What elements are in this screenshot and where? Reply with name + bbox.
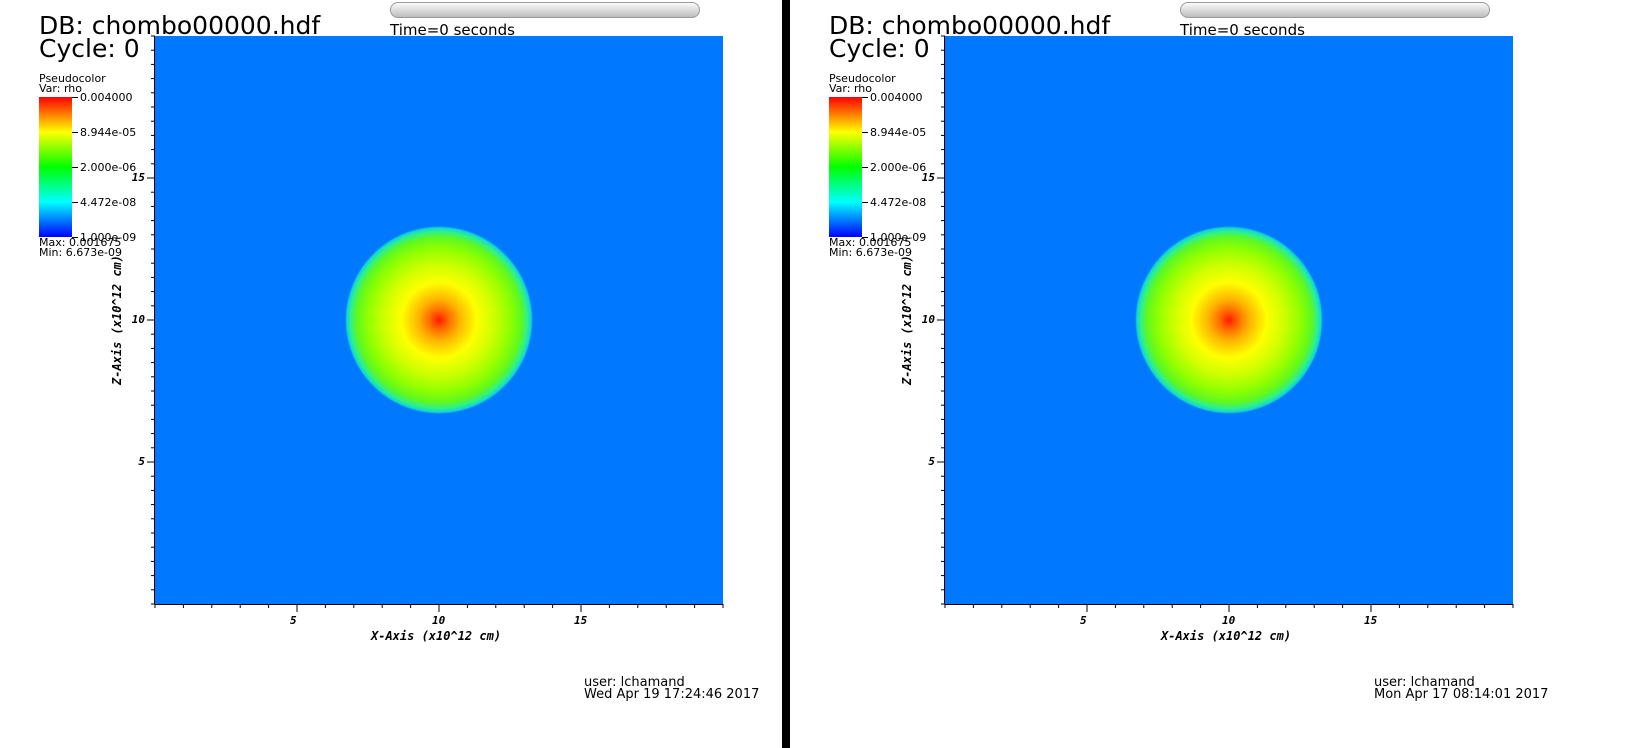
color-bar-tick-label: 1.000e-09 [80, 231, 137, 244]
legend-plot-type: Pseudocolor [39, 72, 106, 85]
x-tick-label: 10 [432, 614, 446, 627]
x-tick-label: 10 [1222, 614, 1236, 627]
footer-date: Wed Apr 19 17:24:46 2017 [584, 687, 760, 702]
legend-variable: Var: rho [829, 82, 872, 95]
color-bar-tick-label: 2.000e-06 [80, 161, 137, 174]
color-bar-tick [862, 237, 868, 238]
legend-variable: Var: rho [39, 82, 82, 95]
legend-max: Max: 0.001675 [39, 236, 122, 249]
time-slider-label: Time=0 seconds [390, 21, 515, 39]
db-title: DB: chombo00000.hdf [39, 11, 321, 40]
y-tick-label: 5 [928, 455, 935, 468]
window-divider [782, 0, 790, 748]
cycle-label: Cycle: 0 [39, 34, 140, 63]
y-tick-label: 15 [921, 171, 935, 184]
color-bar [829, 97, 862, 237]
color-bar-tick [72, 132, 78, 133]
db-title: DB: chombo00000.hdf [829, 11, 1111, 40]
color-bar-tick-label: 8.944e-05 [80, 126, 137, 139]
color-bar-tick-label: 0.004000 [870, 91, 923, 104]
legend-max: Max: 0.001675 [829, 236, 912, 249]
cycle-label: Cycle: 0 [829, 34, 930, 63]
x-tick-label: 15 [574, 614, 588, 627]
footer-date: Mon Apr 17 08:14:01 2017 [1374, 687, 1549, 702]
color-bar-tick [72, 97, 78, 98]
color-bar-tick [862, 167, 868, 168]
color-bar-tick [862, 202, 868, 203]
x-tick-label: 15 [1364, 614, 1378, 627]
plot-axes [937, 35, 1514, 612]
y-tick-label: 5 [138, 455, 145, 468]
x-tick-label: 5 [290, 614, 297, 627]
legend-min: Min: 6.673e-09 [39, 246, 122, 259]
density-sphere [345, 226, 533, 414]
color-bar-tick-label: 2.000e-06 [870, 161, 927, 174]
y-tick-label: 10 [131, 313, 145, 326]
footer-user: user: lchamand [1374, 675, 1475, 690]
legend-plot-type: Pseudocolor [829, 72, 896, 85]
color-bar-tick-label: 4.472e-08 [80, 196, 137, 209]
color-bar-tick [72, 237, 78, 238]
pseudocolor-field [155, 36, 723, 604]
color-bar [39, 97, 72, 237]
density-sphere [1135, 226, 1323, 414]
color-bar-tick-label: 8.944e-05 [870, 126, 927, 139]
time-slider-label: Time=0 seconds [1180, 21, 1305, 39]
color-bar-tick [862, 97, 868, 98]
color-bar-tick [862, 132, 868, 133]
x-axis-title: X-Axis (x10^12 cm) [1161, 629, 1292, 643]
color-bar-tick [72, 202, 78, 203]
y-axis-title: Z-Axis (x10^12 cm) [110, 254, 124, 386]
pseudocolor-field [945, 36, 1513, 604]
color-bar-tick-label: 1.000e-09 [870, 231, 927, 244]
color-bar-tick [72, 167, 78, 168]
y-tick-label: 10 [921, 313, 935, 326]
color-bar-tick-label: 4.472e-08 [870, 196, 927, 209]
plot-axes [147, 35, 724, 612]
x-axis-title: X-Axis (x10^12 cm) [371, 629, 502, 643]
time-slider[interactable] [1180, 2, 1490, 18]
y-tick-label: 15 [131, 171, 145, 184]
time-slider[interactable] [390, 2, 700, 18]
color-bar-tick-label: 0.004000 [80, 91, 133, 104]
footer-user: user: lchamand [584, 675, 685, 690]
legend-min: Min: 6.673e-09 [829, 246, 912, 259]
x-tick-label: 5 [1080, 614, 1087, 627]
y-axis-title: Z-Axis (x10^12 cm) [900, 254, 914, 386]
